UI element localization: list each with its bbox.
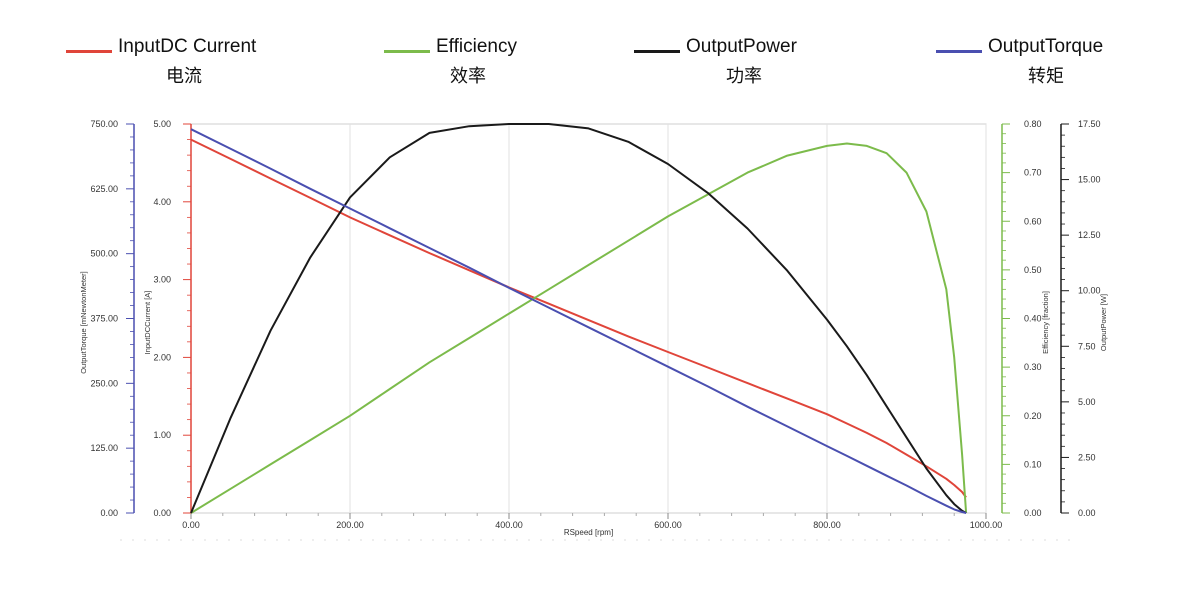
legend-label-current: InputDC Current [118, 36, 257, 57]
y-tick-label-current: 0.00 [153, 508, 171, 518]
x-tick-label: 0.00 [182, 520, 200, 530]
y-tick-label-power: 17.50 [1078, 119, 1101, 129]
y-tick-label-efficiency: 0.00 [1024, 508, 1042, 518]
y-tick-label-current: 2.00 [153, 352, 171, 362]
legend-label-torque: OutputTorque [988, 36, 1104, 57]
y-tick-label-torque: 125.00 [90, 443, 118, 453]
x-tick-label: 400.00 [495, 520, 523, 530]
y-tick-label-torque: 0.00 [100, 508, 118, 518]
legend-swatch-torque [936, 50, 982, 53]
y-tick-label-efficiency: 0.60 [1024, 216, 1042, 226]
chart-axes: 0.00 200.00 400.00 600.00 800.00 1000.00 RSpee… [79, 119, 1108, 541]
x-tick-label: 1000.00 [970, 520, 1003, 530]
chart-legend: InputDC Current 电流 Efficiency 效率 OutputP… [0, 36, 1200, 86]
x-tick-label: 800.00 [813, 520, 841, 530]
y-tick-label-efficiency: 0.30 [1024, 362, 1042, 372]
chart-series [190, 123, 968, 514]
legend-cn-efficiency: 效率 [450, 66, 486, 86]
series-line-current [190, 138, 967, 498]
y-axis-title-efficiency: Efficiency [fraction] [1041, 291, 1050, 354]
legend-swatch-current [66, 50, 112, 53]
y-tick-label-current: 3.00 [153, 275, 171, 285]
legend-cn-power: 功率 [726, 66, 762, 86]
y-tick-label-torque: 375.00 [90, 314, 118, 324]
y-tick-label-efficiency: 0.50 [1024, 265, 1042, 275]
y-tick-label-current: 1.00 [153, 430, 171, 440]
y-tick-label-torque: 625.00 [90, 184, 118, 194]
y-tick-label-torque: 750.00 [90, 119, 118, 129]
series-line-torque [190, 128, 967, 514]
y-tick-label-power: 2.50 [1078, 452, 1096, 462]
legend-label-efficiency: Efficiency [436, 36, 517, 57]
y-tick-label-efficiency: 0.80 [1024, 119, 1042, 129]
legend-label-power: OutputPower [686, 36, 797, 57]
y-tick-label-efficiency: 0.40 [1024, 314, 1042, 324]
y-tick-label-current: 5.00 [153, 119, 171, 129]
legend-swatch-efficiency [384, 50, 430, 53]
y-tick-label-power: 10.00 [1078, 286, 1101, 296]
series-line-efficiency [190, 142, 968, 514]
y-tick-label-power: 5.00 [1078, 397, 1096, 407]
plot-frame [190, 123, 987, 514]
y-tick-label-torque: 500.00 [90, 249, 118, 259]
y-tick-label-power: 15.00 [1078, 175, 1101, 185]
legend-swatch-power [634, 50, 680, 53]
legend-cn-current: 电流 [166, 66, 202, 86]
x-axis-label: RSpeed [rpm] [564, 528, 613, 537]
y-tick-label-power: 0.00 [1078, 508, 1096, 518]
y-tick-label-power: 12.50 [1078, 230, 1101, 240]
y-tick-label-efficiency: 0.20 [1024, 411, 1042, 421]
x-tick-label: 600.00 [654, 520, 682, 530]
y-axis-title-current: InputDCCurrent [A] [143, 291, 152, 355]
x-tick-label: 200.00 [336, 520, 364, 530]
y-tick-label-torque: 250.00 [90, 378, 118, 388]
y-tick-label-efficiency: 0.10 [1024, 459, 1042, 469]
y-tick-label-current: 4.00 [153, 197, 171, 207]
y-axis-title-torque: OutputTorque [mNewtonMeter] [79, 271, 88, 374]
series-line-power [190, 123, 967, 514]
y-tick-label-efficiency: 0.70 [1024, 168, 1042, 178]
y-axis-title-power: OutputPower [W] [1099, 294, 1108, 351]
legend-cn-torque: 转矩 [1028, 66, 1064, 86]
y-tick-label-power: 7.50 [1078, 341, 1096, 351]
plot-grid [190, 123, 987, 514]
